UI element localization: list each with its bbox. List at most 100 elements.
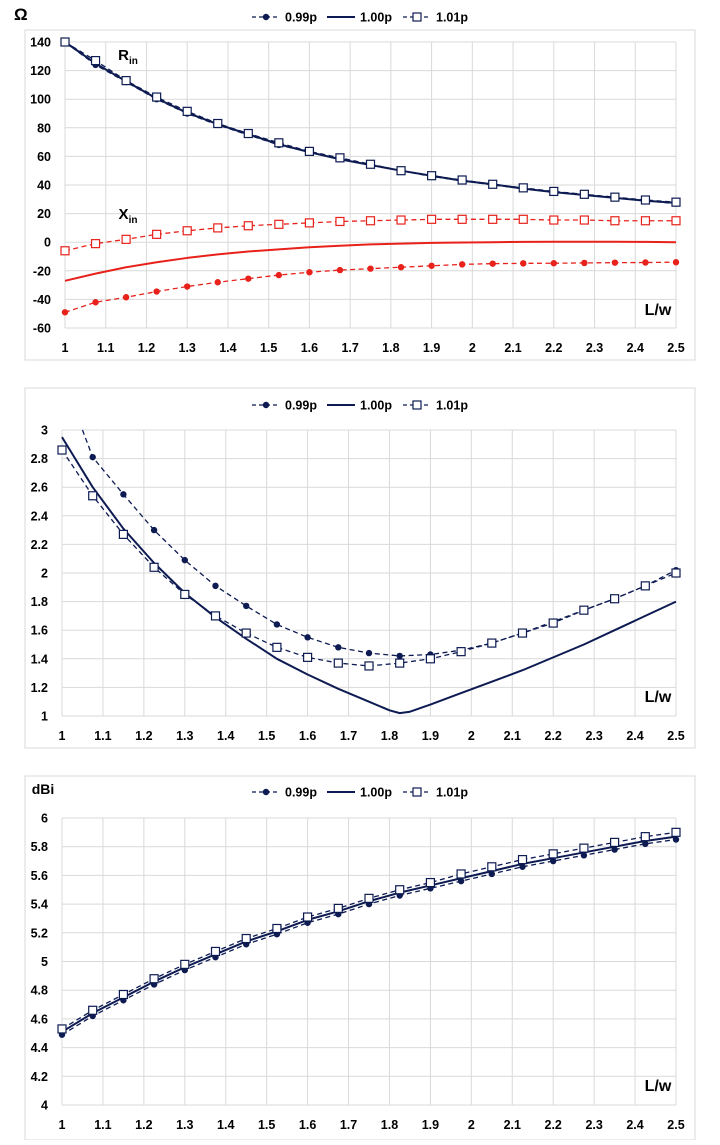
- legend-label: 0.99p: [285, 399, 317, 413]
- series-1.01p-Xin: [60, 214, 681, 256]
- data-point: [241, 628, 251, 638]
- data-point: [367, 265, 374, 272]
- data-point: [640, 832, 650, 842]
- x-tick-label: 1.7: [341, 341, 358, 355]
- x-tick-label: 2.4: [626, 729, 643, 743]
- data-point: [427, 214, 437, 224]
- data-point: [671, 827, 681, 837]
- x-tick-label: 2: [468, 1118, 475, 1132]
- data-point: [517, 855, 528, 865]
- data-point: [152, 229, 162, 239]
- data-point: [210, 611, 221, 621]
- x-tick-label: 1.3: [179, 341, 196, 355]
- gridlines: [64, 41, 677, 329]
- data-point: [304, 218, 314, 228]
- x-axis-label: L/w: [645, 302, 672, 319]
- legend-entry-0.99p: 0.99p: [252, 399, 317, 413]
- y-tick-label: 4.6: [31, 1012, 48, 1026]
- x-tick-label: 1.6: [299, 1118, 316, 1132]
- data-point: [640, 216, 651, 226]
- data-point: [609, 837, 620, 847]
- annotation-Xin: Xin: [119, 206, 138, 226]
- annotation-main: R: [118, 47, 129, 64]
- data-point: [549, 186, 559, 197]
- legend-entry-0.99p: 0.99p: [252, 786, 317, 800]
- chart-frame: [24, 387, 696, 749]
- x-tick-label: 1.8: [382, 341, 399, 355]
- y-tick-label: 20: [37, 207, 51, 221]
- data-point: [457, 214, 467, 224]
- data-point: [60, 246, 70, 256]
- x-tick-label: 1.3: [176, 729, 193, 743]
- data-point: [60, 37, 70, 47]
- data-point: [672, 836, 680, 843]
- y-tick-label: 2.4: [31, 509, 48, 523]
- data-point: [640, 195, 651, 205]
- data-point: [243, 602, 250, 610]
- data-point: [304, 146, 314, 156]
- data-point: [121, 76, 131, 86]
- data-point: [548, 618, 558, 628]
- data-point: [581, 259, 588, 267]
- tick-labels: 4 4.2 4.4 4.6 4.8 5 5.2 5.4 5.6 5.8 6 1 1.1 1.2 1.3 1.4…: [31, 812, 685, 1133]
- data-point: [671, 197, 681, 207]
- x-tick-label: 1.4: [217, 1118, 234, 1132]
- data-point: [456, 647, 466, 657]
- legend-marker: [262, 13, 270, 21]
- legend-entry-1.00p: 1.00p: [327, 399, 392, 413]
- data-point: [579, 605, 589, 615]
- x-tick-label: 2: [468, 729, 475, 743]
- legend-label: 1.00p: [360, 786, 392, 800]
- data-point: [550, 260, 557, 267]
- tick-labels: -60 -40 -20 0 20 40 60 80 100 120 140 1 1.1 1.2 1.3 1.4…: [30, 36, 685, 356]
- data-point: [57, 1024, 67, 1034]
- data-point: [396, 215, 406, 225]
- legend-label: 1.01p: [436, 11, 468, 25]
- data-point: [243, 128, 253, 139]
- data-point: [241, 933, 251, 944]
- x-tick-label: 2: [469, 341, 476, 355]
- data-point: [425, 877, 435, 888]
- data-point: [152, 92, 162, 102]
- data-point: [365, 216, 376, 226]
- data-point: [365, 159, 376, 169]
- x-tick-label: 1: [59, 1118, 66, 1132]
- x-tick-label: 2.1: [504, 1118, 521, 1132]
- legend-label: 1.01p: [436, 786, 468, 800]
- data-point: [214, 279, 221, 286]
- data-point: [396, 652, 403, 660]
- y-tick-label: 2: [41, 567, 48, 581]
- data-point: [180, 959, 190, 969]
- legend-label: 0.99p: [285, 786, 317, 800]
- data-point: [304, 634, 311, 641]
- data-point: [272, 642, 282, 652]
- data-point: [610, 192, 620, 202]
- data-point: [517, 628, 528, 638]
- data-point: [243, 221, 253, 231]
- data-point: [609, 594, 620, 604]
- data-point: [120, 491, 127, 498]
- legend-entry-0.99p: 0.99p: [252, 11, 317, 25]
- y-tick-label: 100: [30, 93, 51, 107]
- data-point: [121, 234, 131, 244]
- legend: 0.99p 1.00p 1.01p: [252, 399, 468, 413]
- x-tick-label: 1.7: [340, 729, 357, 743]
- data-point: [579, 189, 589, 199]
- y-tick-label: 5.4: [31, 898, 48, 912]
- legend-entry-1.01p: 1.01p: [403, 399, 468, 413]
- data-point: [306, 269, 313, 276]
- data-point: [153, 288, 160, 295]
- x-tick-label: 1.6: [299, 729, 316, 743]
- x-tick-label: 1: [59, 729, 66, 743]
- x-tick-label: 1.1: [97, 341, 114, 355]
- chart-frame: [24, 775, 696, 1141]
- x-tick-label: 2.1: [504, 341, 521, 355]
- legend-entry-1.00p: 1.00p: [327, 786, 392, 800]
- data-point: [274, 219, 284, 229]
- x-tick-label: 1.2: [135, 1118, 152, 1132]
- y-tick-label: 60: [37, 150, 51, 164]
- data-point: [518, 214, 528, 224]
- x-tick-label: 2.4: [627, 341, 644, 355]
